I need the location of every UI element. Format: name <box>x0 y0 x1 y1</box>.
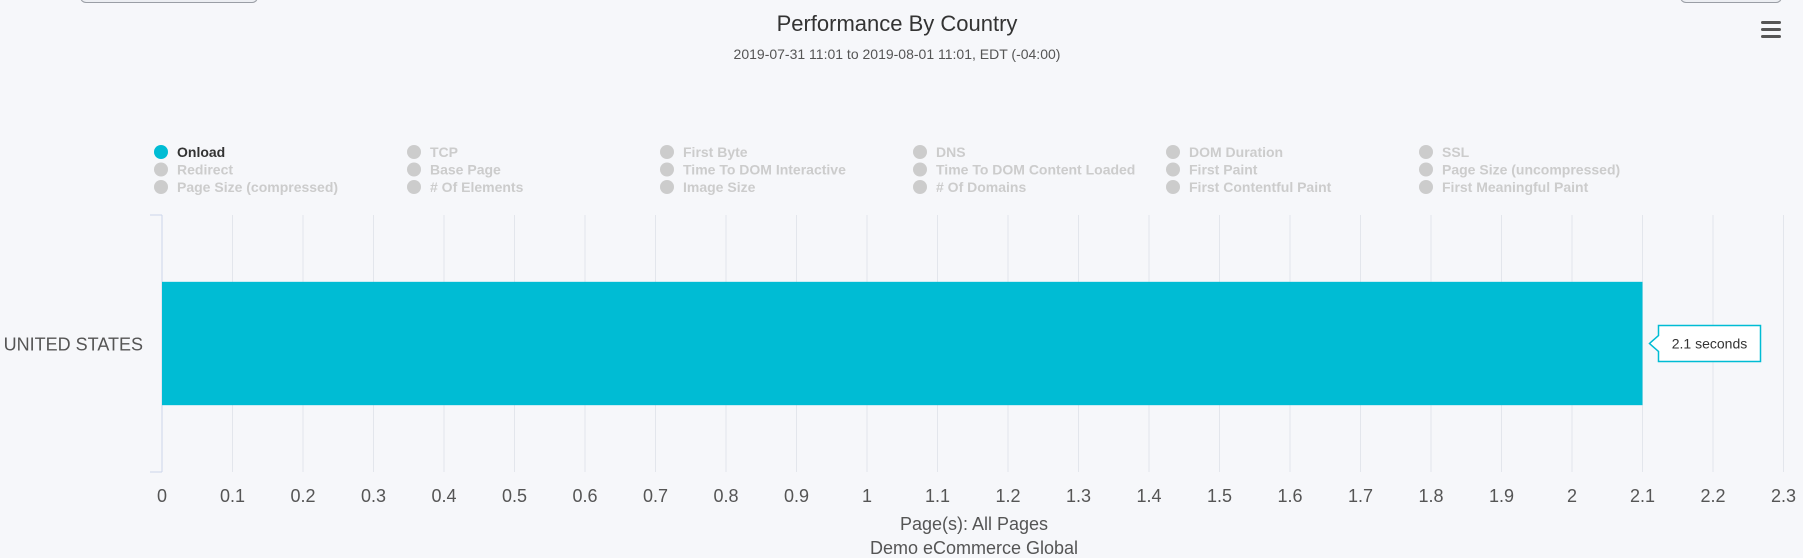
legend-marker-icon <box>1166 180 1180 194</box>
legend-marker-icon <box>913 162 927 177</box>
legend-item[interactable]: TCP <box>407 144 458 160</box>
legend-item[interactable]: Onload <box>154 144 225 160</box>
x-tick-label: 0.4 <box>431 486 456 506</box>
legend-item[interactable]: SSL <box>1419 144 1470 160</box>
legend-label: Page Size (uncompressed) <box>1442 162 1620 178</box>
legend-marker-icon <box>913 145 927 159</box>
legend-item[interactable]: First Byte <box>660 144 748 160</box>
legend-marker-icon <box>1419 145 1433 159</box>
x-tick-label: 0.9 <box>784 486 809 506</box>
x-caption-line-2: Demo eCommerce Global <box>870 538 1078 558</box>
legend-marker-icon <box>660 145 674 159</box>
x-tick-label: 1.8 <box>1418 486 1443 506</box>
x-tick-label: 0.7 <box>643 486 668 506</box>
legend-marker-icon <box>660 180 674 194</box>
data-label-tooltip: 2.1 seconds <box>1648 324 1762 363</box>
chart-subtitle: 2019-07-31 11:01 to 2019-08-01 11:01, ED… <box>734 46 1061 62</box>
y-axis: UNITED STATES <box>4 335 143 355</box>
legend-label: Onload <box>177 144 225 160</box>
legend-marker-icon <box>660 162 674 177</box>
legend-label: Redirect <box>177 162 233 178</box>
legend-label: DOM Duration <box>1189 144 1283 160</box>
legend-item[interactable]: Time To DOM Interactive <box>660 162 846 178</box>
x-tick-label: 0.1 <box>220 486 245 506</box>
legend-item[interactable]: Page Size (uncompressed) <box>1419 162 1620 178</box>
x-tick-label: 1.2 <box>995 486 1020 506</box>
legend-label: # Of Elements <box>430 179 524 195</box>
x-tick-label: 0.5 <box>502 486 527 506</box>
legend-item[interactable]: DNS <box>913 144 966 160</box>
x-tick-label: 1.6 <box>1277 486 1302 506</box>
legend-label: Base Page <box>430 162 501 178</box>
legend-label: Image Size <box>683 179 756 195</box>
legend-marker-icon <box>407 145 421 159</box>
legend-label: Time To DOM Content Loaded <box>936 162 1135 178</box>
legend-label: Page Size (compressed) <box>177 179 338 195</box>
x-axis: 0 0.1 0.2 0.3 0.4 0.5 0.6 0.7 0.8 0.9 1 1.1 1.2 1.3 1.… <box>157 486 1796 506</box>
hamburger-menu-icon[interactable] <box>1758 18 1784 42</box>
legend-marker-icon <box>1419 162 1433 177</box>
x-tick-label: 0 <box>157 486 167 506</box>
legend-marker-icon <box>1166 162 1180 177</box>
legend-label: TCP <box>430 144 458 160</box>
legend-item[interactable]: First Contentful Paint <box>1166 179 1332 195</box>
legend-item[interactable]: Redirect <box>154 162 233 178</box>
x-tick-label: 1.3 <box>1066 486 1091 506</box>
x-tick-label: 0.2 <box>290 486 315 506</box>
x-tick-label: 1.4 <box>1136 486 1161 506</box>
legend-item[interactable]: DOM Duration <box>1166 144 1283 160</box>
data-label: 2.1 seconds <box>1672 336 1748 352</box>
x-tick-label: 0.6 <box>572 486 597 506</box>
legend-label: First Byte <box>683 144 748 160</box>
legend-marker-icon <box>913 180 927 194</box>
x-tick-label: 2.2 <box>1700 486 1725 506</box>
bar-united-states <box>162 281 1643 406</box>
x-tick-label: 2.3 <box>1771 486 1796 506</box>
legend-label: # Of Domains <box>936 179 1026 195</box>
category-label: UNITED STATES <box>4 335 143 355</box>
x-tick-label: 1.9 <box>1489 486 1514 506</box>
legend-label: Time To DOM Interactive <box>683 162 846 178</box>
legend-label: DNS <box>936 144 966 160</box>
legend-item[interactable]: First Meaningful Paint <box>1419 179 1589 195</box>
tooltip-box <box>1648 324 1762 363</box>
x-tick-label: 1.5 <box>1207 486 1232 506</box>
legend-label: First Meaningful Paint <box>1442 179 1589 195</box>
legend-marker-icon <box>1419 180 1433 194</box>
legend-label: SSL <box>1442 144 1470 160</box>
x-tick-label: 0.3 <box>361 486 386 506</box>
legend-marker-icon <box>1166 145 1180 159</box>
x-tick-label: 2 <box>1567 486 1577 506</box>
legend-marker-icon <box>407 162 421 177</box>
x-tick-label: 0.8 <box>713 486 738 506</box>
legend-item[interactable]: Base Page <box>407 162 501 178</box>
chart-legend: Onload TCP First Byte DNS DOM Duration SSL Red… <box>154 144 1620 195</box>
legend-item[interactable]: # Of Elements <box>407 179 524 195</box>
legend-label: First Paint <box>1189 162 1258 178</box>
legend-marker-icon <box>154 145 168 159</box>
legend-item[interactable]: Time To DOM Content Loaded <box>913 162 1135 178</box>
legend-item[interactable]: First Paint <box>1166 162 1258 178</box>
legend-label: First Contentful Paint <box>1189 179 1332 195</box>
chart-title: Performance By Country <box>777 11 1018 36</box>
x-tick-label: 1.7 <box>1348 486 1373 506</box>
legend-marker-icon <box>407 180 421 194</box>
x-tick-label: 2.1 <box>1630 486 1655 506</box>
legend-item[interactable]: Page Size (compressed) <box>154 179 338 195</box>
x-tick-label: 1.1 <box>925 486 950 506</box>
bar-series <box>162 281 1643 406</box>
x-caption-line-1: Page(s): All Pages <box>900 514 1048 534</box>
legend-marker-icon <box>154 180 168 194</box>
legend-marker-icon <box>154 162 168 177</box>
x-tick-label: 1 <box>862 486 872 506</box>
legend-item[interactable]: Image Size <box>660 179 756 195</box>
legend-item[interactable]: # Of Domains <box>913 179 1026 195</box>
